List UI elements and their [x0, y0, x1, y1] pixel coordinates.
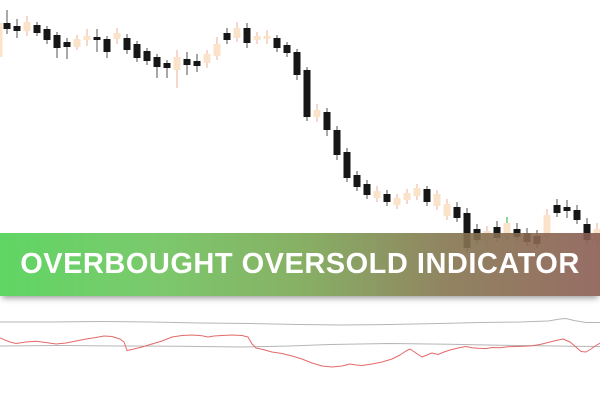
- candle-body: [13, 26, 21, 31]
- candle-body: [363, 184, 371, 195]
- candle-body: [263, 36, 271, 39]
- candle-body: [43, 29, 51, 40]
- candle-body: [173, 57, 181, 70]
- candle-body: [3, 23, 11, 29]
- candle-body: [273, 38, 281, 48]
- candle-body: [223, 33, 231, 40]
- banner-title: OVERBOUGHT OVERSOLD INDICATOR: [20, 248, 580, 280]
- candle-body: [163, 63, 171, 68]
- candle-body: [293, 52, 301, 75]
- title-banner: OVERBOUGHT OVERSOLD INDICATOR: [0, 233, 600, 296]
- candle-body: [553, 205, 561, 213]
- candle-body: [493, 227, 501, 238]
- oscillator-panel: [0, 318, 600, 368]
- candle-body: [103, 39, 111, 52]
- lower-band: [0, 343, 600, 348]
- candle-body: [193, 61, 201, 66]
- upper-band: [0, 318, 600, 326]
- candle-body: [573, 210, 581, 220]
- oscillator-line: [0, 334, 600, 368]
- candle-body: [583, 224, 591, 240]
- candle-body: [23, 22, 31, 31]
- candle-body: [303, 70, 311, 117]
- candle-body: [563, 207, 571, 211]
- candle-body: [203, 54, 211, 63]
- candle-body: [243, 28, 251, 43]
- candle-body: [133, 44, 141, 58]
- candle-body: [503, 223, 511, 236]
- candle-body: [63, 42, 71, 47]
- candle-body: [443, 204, 451, 216]
- candle-body: [353, 175, 361, 187]
- candle-body: [153, 57, 161, 67]
- candle-body: [123, 38, 131, 50]
- candle-body: [373, 191, 381, 198]
- candle-body: [283, 45, 291, 53]
- candle-body: [313, 110, 321, 117]
- candle-body: [413, 188, 421, 196]
- candle-body: [393, 198, 401, 205]
- candle-body: [403, 193, 411, 200]
- candle-body: [53, 35, 61, 48]
- candle-body: [233, 28, 241, 38]
- candle-body: [383, 194, 391, 202]
- candle-body: [73, 39, 81, 47]
- candle-body: [113, 33, 121, 39]
- candle-body: [433, 194, 441, 206]
- candle-body: [423, 189, 431, 202]
- candle-body: [93, 37, 101, 40]
- candle-body: [323, 112, 331, 130]
- candle-body: [463, 213, 471, 248]
- candle-body: [183, 59, 191, 65]
- candle-body: [343, 152, 351, 178]
- candle-body: [83, 36, 91, 40]
- candle-body: [543, 215, 551, 237]
- candle-body: [213, 44, 221, 56]
- candle-body: [33, 25, 41, 33]
- candle-body: [333, 130, 341, 155]
- candle-body: [0, 23, 3, 57]
- candle-body: [143, 51, 151, 61]
- candle-body: [453, 207, 461, 218]
- candlestick-chart: [0, 10, 600, 252]
- candle-body: [253, 36, 261, 40]
